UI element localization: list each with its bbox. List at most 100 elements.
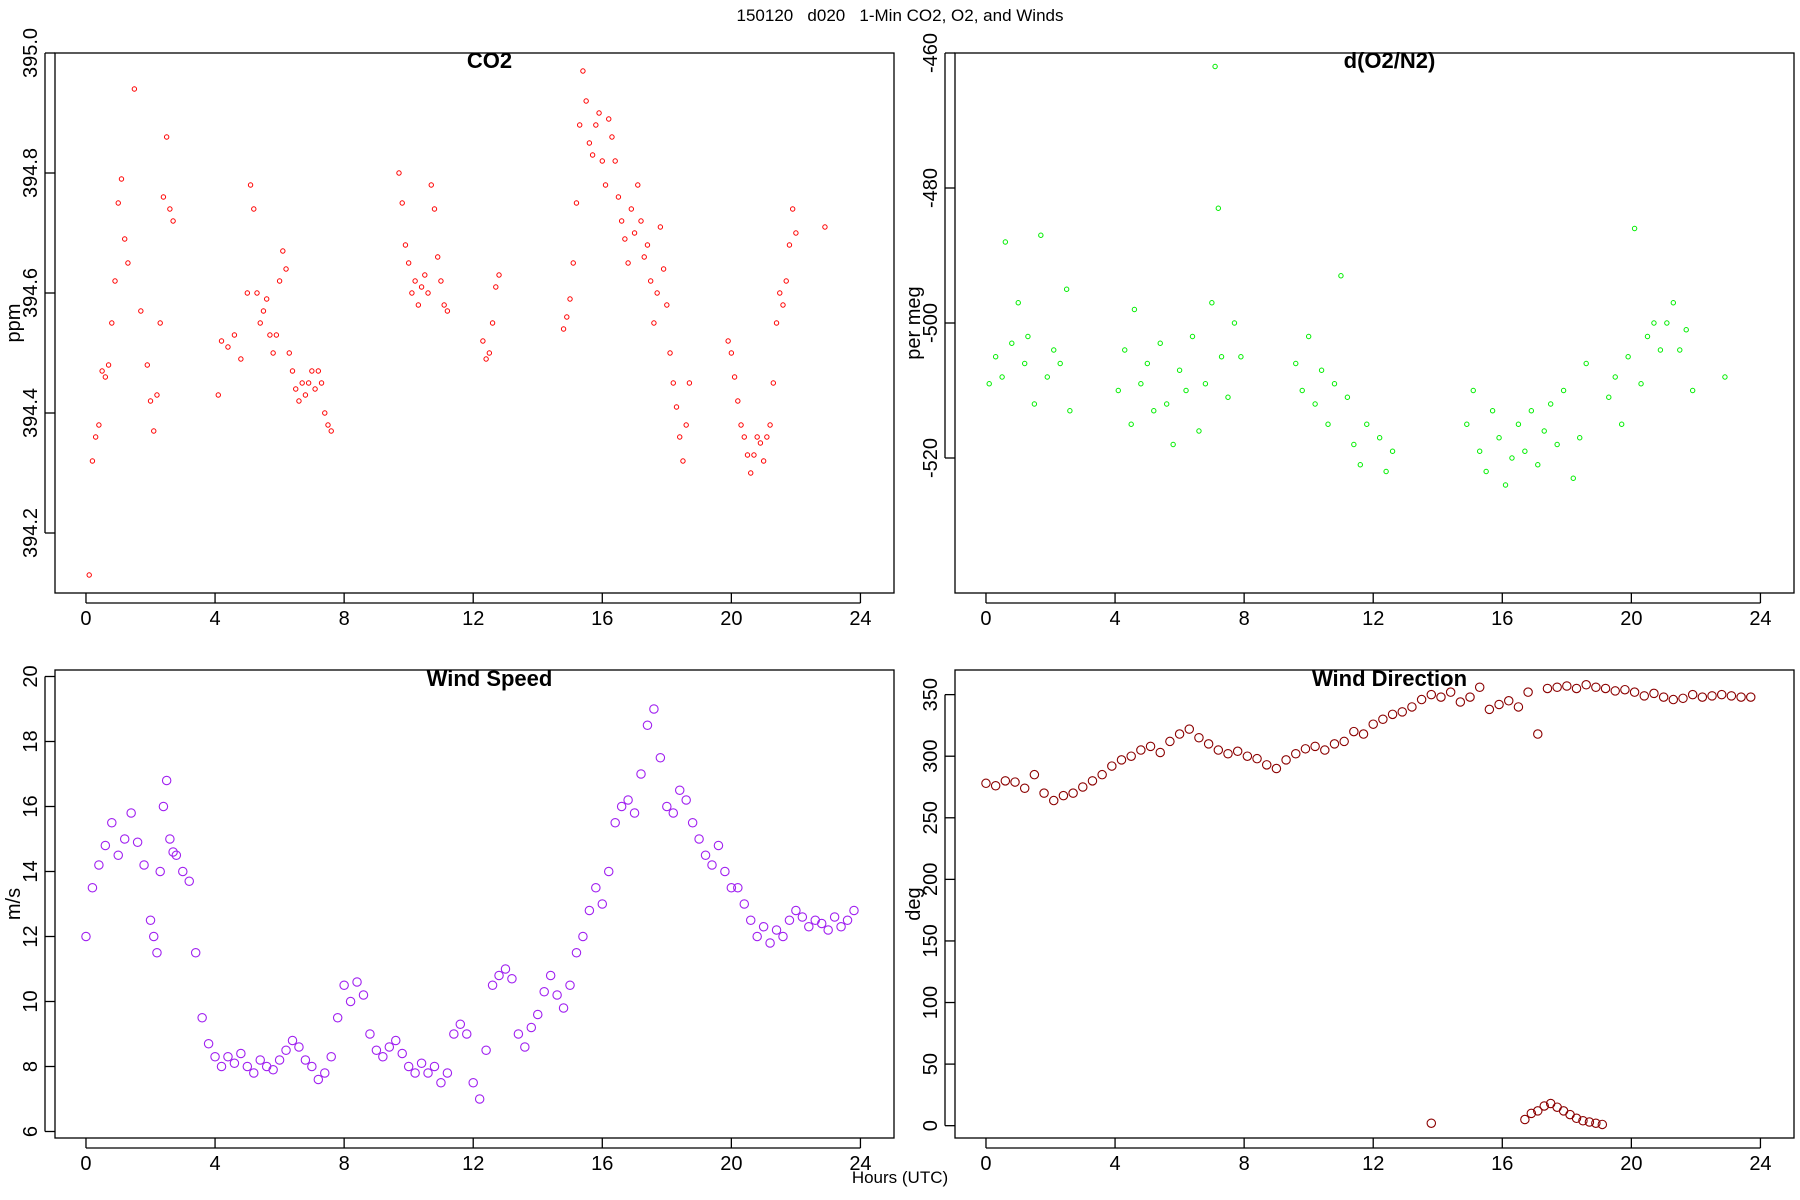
x-tick-label: 0 (80, 608, 91, 630)
data-point (138, 308, 144, 314)
y-tick-label: -520 (920, 438, 942, 478)
data-point (660, 266, 667, 272)
data-point (1597, 1119, 1608, 1130)
data-point (436, 1077, 446, 1088)
data-point (686, 380, 693, 386)
data-point (148, 931, 159, 942)
data-point (1746, 692, 1756, 702)
data-point (1010, 777, 1020, 787)
data-point (651, 320, 657, 326)
data-point (552, 990, 562, 1000)
data-point (657, 224, 664, 230)
data-point (107, 818, 117, 828)
data-point (726, 882, 737, 893)
panel-title: CO2 (467, 48, 512, 73)
data-point (667, 350, 673, 356)
data-point (1649, 688, 1659, 699)
data-point (210, 1051, 220, 1062)
data-point (636, 769, 646, 779)
data-point (986, 381, 992, 387)
data-points (86, 68, 828, 578)
data-point (102, 374, 109, 380)
data-point (280, 248, 286, 254)
data-point (119, 834, 130, 844)
y-tick-label: 20 (20, 665, 42, 687)
data-point (1565, 1109, 1575, 1120)
data-point (1465, 692, 1475, 702)
data-point (606, 116, 612, 122)
data-point (276, 278, 283, 284)
data-point (1502, 482, 1509, 488)
data-point (777, 290, 783, 296)
data-point (425, 290, 431, 296)
data-point (1620, 684, 1630, 695)
data-point (567, 296, 573, 302)
data-point (144, 362, 150, 368)
y-tick-label: 394.4 (20, 388, 42, 438)
data-point (751, 452, 757, 458)
data-point (1629, 687, 1640, 697)
data-point (586, 140, 593, 146)
data-point (1331, 381, 1338, 387)
data-point (1515, 421, 1522, 427)
data-point (564, 314, 570, 320)
data-point (236, 1048, 246, 1059)
data-point (494, 970, 504, 981)
data-point (765, 938, 775, 948)
data-point (733, 882, 743, 893)
data-point (1383, 468, 1389, 475)
data-point (315, 368, 322, 374)
data-point (125, 260, 131, 266)
data-point (423, 1068, 433, 1078)
data-point (748, 470, 754, 476)
y-tick-label: 394.6 (20, 268, 42, 318)
data-point (612, 158, 618, 164)
data-point (429, 1061, 440, 1072)
data-point (1225, 394, 1231, 400)
data-point (418, 284, 425, 290)
data-point (731, 374, 738, 380)
panel-title: Wind Direction (1312, 666, 1467, 691)
data-point (378, 1051, 388, 1062)
data-point (396, 170, 402, 176)
data-point (118, 176, 125, 182)
data-point (152, 947, 162, 958)
data-point (647, 278, 654, 284)
x-tick-label: 12 (462, 608, 484, 630)
y-tick-label: -500 (920, 303, 942, 343)
data-point (1600, 683, 1611, 694)
data-point (293, 386, 299, 392)
data-point (1376, 435, 1383, 441)
data-point (1155, 747, 1165, 758)
data-point (438, 278, 444, 284)
data-point (1107, 761, 1117, 771)
data-point (215, 392, 221, 398)
data-point (664, 302, 670, 308)
data-point (1310, 741, 1320, 752)
data-point (603, 866, 614, 877)
data-point (677, 434, 683, 440)
data-point (444, 308, 451, 314)
y-axis: -520 -500 -480 -460 (920, 33, 955, 478)
data-point (816, 918, 827, 929)
data-point (1128, 421, 1134, 427)
data-point (318, 380, 325, 386)
data-point (178, 866, 188, 877)
data-point (1542, 683, 1553, 694)
y-tick-label: 18 (20, 730, 42, 752)
data-point (100, 840, 111, 851)
data-point (274, 1055, 285, 1065)
data-point (1591, 1118, 1601, 1128)
data-point (422, 272, 428, 278)
x-tick-label: 24 (1749, 1153, 1771, 1175)
data-point (1716, 689, 1727, 700)
y-axis-label: deg (903, 887, 925, 920)
data-point (1677, 347, 1683, 353)
data-point (397, 1048, 407, 1059)
data-point (1591, 682, 1601, 692)
data-point (1687, 689, 1698, 700)
data-point (558, 1003, 569, 1013)
data-point (168, 847, 178, 857)
data-point (1474, 682, 1485, 692)
y-tick-label: 50 (920, 1053, 942, 1075)
